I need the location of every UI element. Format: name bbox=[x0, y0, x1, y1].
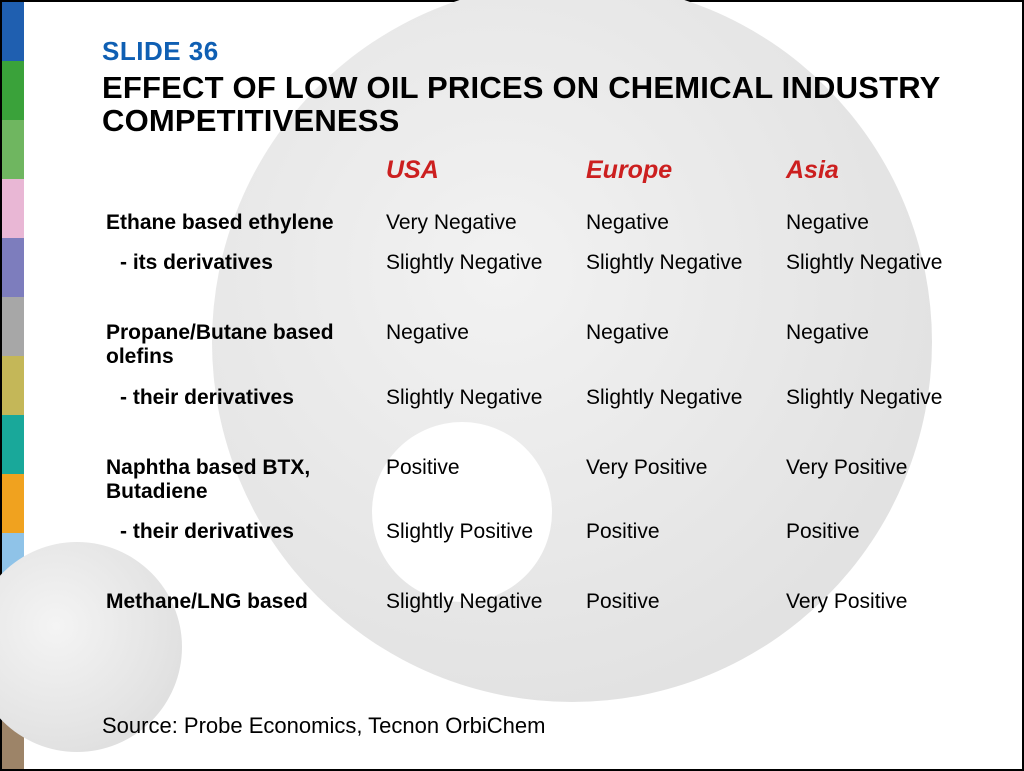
table-body: Ethane based ethyleneVery NegativeNegati… bbox=[102, 203, 982, 622]
sidebar-segment bbox=[2, 61, 24, 120]
cell-value: Slightly Negative bbox=[382, 378, 582, 418]
cell-value: Negative bbox=[782, 313, 982, 377]
sidebar-segment bbox=[2, 179, 24, 238]
row-label-sub: - their derivatives bbox=[102, 512, 382, 552]
col-header-europe: Europe bbox=[582, 150, 782, 203]
cell-value: Negative bbox=[382, 313, 582, 377]
table-header-row: USA Europe Asia bbox=[102, 150, 982, 203]
cell-value: Very Positive bbox=[782, 448, 982, 512]
table-row: - their derivativesSlightly NegativeSlig… bbox=[102, 378, 982, 418]
slide-content: SLIDE 36 EFFECT OF LOW OIL PRICES ON CHE… bbox=[24, 2, 1022, 769]
slide-title: EFFECT OF LOW OIL PRICES ON CHEMICAL IND… bbox=[102, 71, 982, 138]
cell-value: Slightly Negative bbox=[582, 243, 782, 283]
row-label: Methane/LNG based bbox=[102, 582, 382, 622]
cell-value: Slightly Negative bbox=[382, 243, 582, 283]
cell-value: Slightly Negative bbox=[782, 378, 982, 418]
cell-value: Very Positive bbox=[582, 448, 782, 512]
cell-value: Slightly Negative bbox=[582, 378, 782, 418]
cell-value: Positive bbox=[382, 448, 582, 512]
sidebar-segment bbox=[2, 120, 24, 179]
cell-value: Slightly Negative bbox=[782, 243, 982, 283]
row-label: Ethane based ethylene bbox=[102, 203, 382, 243]
sidebar-segment bbox=[2, 297, 24, 356]
sidebar-segment bbox=[2, 238, 24, 297]
row-label-sub: - their derivatives bbox=[102, 378, 382, 418]
cell-value: Negative bbox=[782, 203, 982, 243]
table-row: - their derivativesSlightly PositivePosi… bbox=[102, 512, 982, 552]
col-header-asia: Asia bbox=[782, 150, 982, 203]
cell-value: Slightly Negative bbox=[382, 582, 582, 622]
sidebar-segment bbox=[2, 415, 24, 474]
cell-value: Slightly Positive bbox=[382, 512, 582, 552]
table-row: Propane/Butane based olefinsNegativeNega… bbox=[102, 313, 982, 377]
row-spacer bbox=[102, 552, 982, 582]
cell-value: Negative bbox=[582, 313, 782, 377]
cell-value: Positive bbox=[582, 512, 782, 552]
cell-value: Positive bbox=[582, 582, 782, 622]
effects-table: USA Europe Asia Ethane based ethyleneVer… bbox=[102, 150, 982, 622]
sidebar-segment bbox=[2, 2, 24, 61]
sidebar-segment bbox=[2, 356, 24, 415]
source-line: Source: Probe Economics, Tecnon OrbiChem bbox=[102, 713, 545, 739]
slide-number: SLIDE 36 bbox=[102, 36, 982, 67]
row-label: Naphtha based BTX, Butadiene bbox=[102, 448, 382, 512]
row-spacer bbox=[102, 418, 982, 448]
sidebar-segment bbox=[2, 474, 24, 533]
table-row: Ethane based ethyleneVery NegativeNegati… bbox=[102, 203, 982, 243]
row-label-sub: - its derivatives bbox=[102, 243, 382, 283]
row-label: Propane/Butane based olefins bbox=[102, 313, 382, 377]
table-row: Methane/LNG basedSlightly NegativePositi… bbox=[102, 582, 982, 622]
cell-value: Negative bbox=[582, 203, 782, 243]
table-row: Naphtha based BTX, ButadienePositiveVery… bbox=[102, 448, 982, 512]
cell-value: Positive bbox=[782, 512, 982, 552]
table-row: - its derivativesSlightly NegativeSlight… bbox=[102, 243, 982, 283]
row-spacer bbox=[102, 283, 982, 313]
cell-value: Very Positive bbox=[782, 582, 982, 622]
col-header-usa: USA bbox=[382, 150, 582, 203]
cell-value: Very Negative bbox=[382, 203, 582, 243]
